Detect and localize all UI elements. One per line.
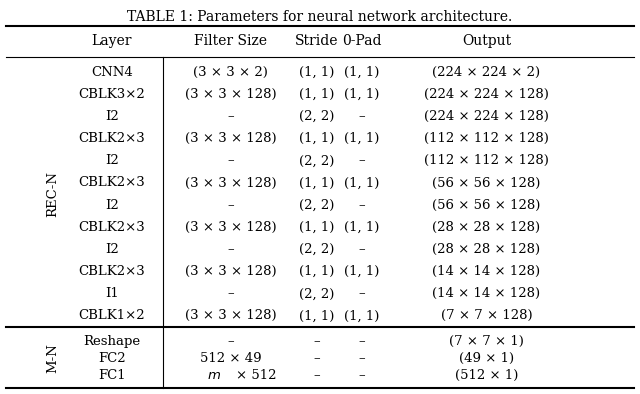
Text: CBLK2×3: CBLK2×3 (79, 221, 145, 234)
Text: –: – (227, 243, 234, 256)
Text: $m$: $m$ (207, 369, 221, 382)
Text: Layer: Layer (92, 34, 132, 48)
Text: (3 × 3 × 128): (3 × 3 × 128) (184, 221, 276, 234)
Text: (56 × 56 × 128): (56 × 56 × 128) (432, 177, 541, 190)
Text: –: – (227, 335, 234, 348)
Text: (1, 1): (1, 1) (299, 177, 335, 190)
Text: (2, 2): (2, 2) (299, 154, 335, 167)
Text: (224 × 224 × 128): (224 × 224 × 128) (424, 110, 549, 123)
Text: (1, 1): (1, 1) (299, 66, 335, 79)
Text: (14 × 14 × 128): (14 × 14 × 128) (433, 287, 540, 300)
Text: (2, 2): (2, 2) (299, 110, 335, 123)
Text: × 512: × 512 (236, 369, 276, 382)
Text: (2, 2): (2, 2) (299, 287, 335, 300)
Text: (512 × 1): (512 × 1) (454, 369, 518, 382)
Text: –: – (358, 110, 365, 123)
Text: (3 × 3 × 128): (3 × 3 × 128) (184, 309, 276, 322)
Text: –: – (227, 287, 234, 300)
Text: (1, 1): (1, 1) (344, 221, 380, 234)
Text: CBLK3×2: CBLK3×2 (79, 88, 145, 101)
Text: (3 × 3 × 128): (3 × 3 × 128) (184, 132, 276, 145)
Text: –: – (314, 352, 320, 365)
Text: CBLK2×3: CBLK2×3 (79, 132, 145, 145)
Text: M-N: M-N (46, 344, 59, 374)
Text: (1, 1): (1, 1) (299, 265, 335, 278)
Text: (112 × 112 × 128): (112 × 112 × 128) (424, 132, 549, 145)
Text: (1, 1): (1, 1) (299, 88, 335, 101)
Text: –: – (358, 369, 365, 382)
Text: 0-Pad: 0-Pad (342, 34, 381, 48)
Text: –: – (227, 110, 234, 123)
Text: Stride: Stride (295, 34, 339, 48)
Text: (1, 1): (1, 1) (344, 132, 380, 145)
Text: –: – (314, 369, 320, 382)
Text: (1, 1): (1, 1) (344, 66, 380, 79)
Text: –: – (314, 335, 320, 348)
Text: TABLE 1: Parameters for neural network architecture.: TABLE 1: Parameters for neural network a… (127, 10, 513, 24)
Text: CBLK2×3: CBLK2×3 (79, 265, 145, 278)
Text: CNN4: CNN4 (91, 66, 133, 79)
Text: (224 × 224 × 128): (224 × 224 × 128) (424, 88, 549, 101)
Text: (2, 2): (2, 2) (299, 243, 335, 256)
Text: Reshape: Reshape (83, 335, 141, 348)
Text: (1, 1): (1, 1) (344, 88, 380, 101)
Text: (3 × 3 × 128): (3 × 3 × 128) (184, 177, 276, 190)
Text: (28 × 28 × 128): (28 × 28 × 128) (433, 221, 540, 234)
Text: (49 × 1): (49 × 1) (459, 352, 514, 365)
Text: (1, 1): (1, 1) (344, 177, 380, 190)
Text: (56 × 56 × 128): (56 × 56 × 128) (432, 199, 541, 212)
Text: –: – (227, 199, 234, 212)
Text: FC2: FC2 (98, 352, 126, 365)
Text: REC-N: REC-N (46, 171, 59, 217)
Text: (224 × 224 × 2): (224 × 224 × 2) (433, 66, 540, 79)
Text: (1, 1): (1, 1) (299, 132, 335, 145)
Text: –: – (227, 154, 234, 167)
Text: (1, 1): (1, 1) (344, 309, 380, 322)
Text: I2: I2 (105, 243, 119, 256)
Text: –: – (358, 154, 365, 167)
Text: I2: I2 (105, 199, 119, 212)
Text: (1, 1): (1, 1) (299, 221, 335, 234)
Text: (7 × 7 × 1): (7 × 7 × 1) (449, 335, 524, 348)
Text: (3 × 3 × 2): (3 × 3 × 2) (193, 66, 268, 79)
Text: (3 × 3 × 128): (3 × 3 × 128) (184, 265, 276, 278)
Text: FC1: FC1 (98, 369, 126, 382)
Text: –: – (358, 243, 365, 256)
Text: (14 × 14 × 128): (14 × 14 × 128) (433, 265, 540, 278)
Text: –: – (358, 287, 365, 300)
Text: (112 × 112 × 128): (112 × 112 × 128) (424, 154, 549, 167)
Text: (1, 1): (1, 1) (299, 309, 335, 322)
Text: (28 × 28 × 128): (28 × 28 × 128) (433, 243, 540, 256)
Text: (2, 2): (2, 2) (299, 199, 335, 212)
Text: –: – (358, 199, 365, 212)
Text: I2: I2 (105, 154, 119, 167)
Text: –: – (358, 352, 365, 365)
Text: 512 × 49: 512 × 49 (200, 352, 261, 365)
Text: I2: I2 (105, 110, 119, 123)
Text: I1: I1 (105, 287, 119, 300)
Text: (1, 1): (1, 1) (344, 265, 380, 278)
Text: Filter Size: Filter Size (194, 34, 267, 48)
Text: CBLK1×2: CBLK1×2 (79, 309, 145, 322)
Text: Output: Output (462, 34, 511, 48)
Text: (7 × 7 × 128): (7 × 7 × 128) (440, 309, 532, 322)
Text: (3 × 3 × 128): (3 × 3 × 128) (184, 88, 276, 101)
Text: –: – (358, 335, 365, 348)
Text: CBLK2×3: CBLK2×3 (79, 177, 145, 190)
